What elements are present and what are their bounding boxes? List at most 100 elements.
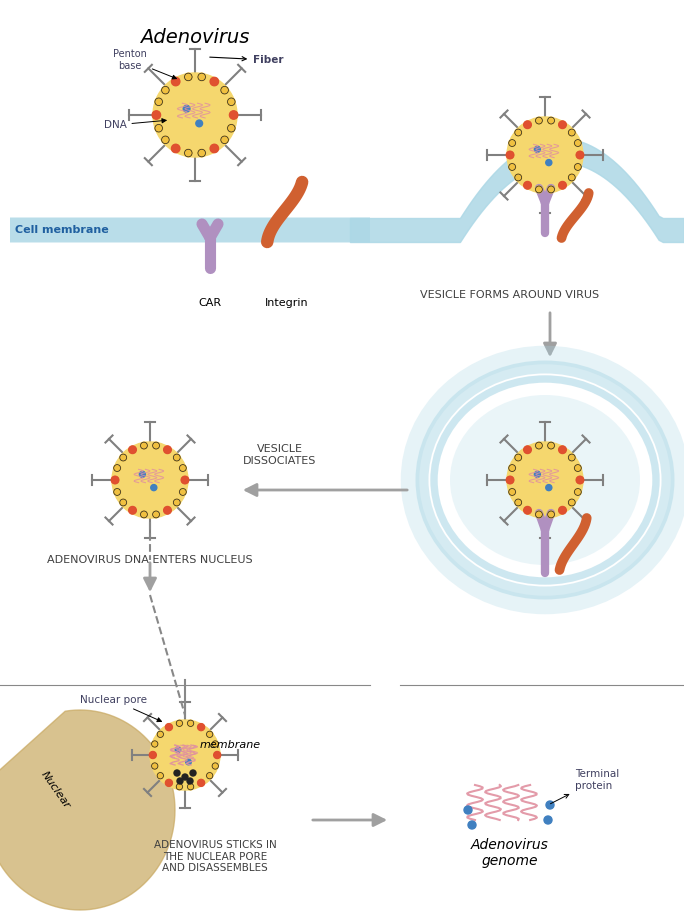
Circle shape — [464, 806, 472, 814]
Circle shape — [568, 454, 575, 461]
Circle shape — [524, 182, 531, 189]
Circle shape — [536, 186, 542, 193]
Circle shape — [515, 174, 522, 181]
Circle shape — [524, 182, 531, 189]
Circle shape — [198, 73, 205, 81]
Circle shape — [214, 752, 220, 758]
Circle shape — [207, 731, 213, 737]
Circle shape — [176, 784, 183, 789]
Circle shape — [221, 86, 228, 94]
Circle shape — [509, 465, 516, 472]
Circle shape — [577, 151, 583, 159]
Circle shape — [207, 773, 213, 778]
Circle shape — [515, 499, 522, 506]
Circle shape — [114, 465, 120, 472]
Circle shape — [507, 442, 583, 518]
Text: Adenovirus
genome: Adenovirus genome — [471, 838, 549, 868]
Circle shape — [198, 779, 205, 786]
Circle shape — [559, 182, 566, 189]
Circle shape — [150, 485, 157, 490]
Circle shape — [172, 145, 179, 152]
Circle shape — [181, 476, 189, 484]
Circle shape — [546, 485, 552, 490]
Circle shape — [120, 499, 127, 506]
Circle shape — [568, 499, 575, 506]
Circle shape — [153, 111, 160, 118]
Circle shape — [524, 121, 531, 129]
Text: Integrin: Integrin — [265, 298, 308, 308]
Circle shape — [187, 778, 193, 784]
Circle shape — [228, 125, 235, 132]
Text: Penton
base: Penton base — [113, 50, 176, 79]
Circle shape — [187, 784, 194, 789]
Circle shape — [524, 507, 531, 514]
Circle shape — [534, 146, 540, 152]
Text: Adenovirus: Adenovirus — [140, 28, 250, 47]
Circle shape — [198, 150, 205, 157]
Circle shape — [177, 778, 183, 784]
Circle shape — [155, 98, 163, 106]
Circle shape — [559, 446, 566, 453]
Circle shape — [548, 118, 555, 124]
Circle shape — [536, 118, 542, 124]
Circle shape — [548, 511, 555, 518]
Circle shape — [568, 174, 575, 181]
Circle shape — [229, 111, 238, 119]
FancyBboxPatch shape — [10, 218, 370, 242]
Text: DNA: DNA — [103, 118, 166, 130]
Circle shape — [196, 120, 202, 127]
Circle shape — [559, 507, 566, 514]
Circle shape — [559, 507, 566, 514]
Circle shape — [161, 86, 169, 94]
Circle shape — [185, 150, 192, 157]
Circle shape — [507, 476, 514, 484]
Circle shape — [150, 720, 220, 790]
Circle shape — [179, 465, 186, 472]
Circle shape — [507, 151, 514, 159]
Circle shape — [211, 145, 218, 152]
Circle shape — [210, 144, 218, 152]
Circle shape — [140, 442, 147, 449]
Circle shape — [559, 121, 566, 129]
Circle shape — [576, 476, 583, 484]
Circle shape — [559, 121, 566, 129]
Circle shape — [211, 78, 218, 85]
Circle shape — [509, 488, 516, 496]
Circle shape — [166, 723, 172, 731]
Text: Fiber: Fiber — [210, 55, 283, 65]
Circle shape — [111, 476, 119, 484]
Circle shape — [172, 144, 180, 152]
Ellipse shape — [450, 395, 640, 565]
Circle shape — [182, 774, 188, 780]
Circle shape — [129, 446, 136, 453]
Circle shape — [129, 446, 136, 453]
Circle shape — [524, 446, 531, 453]
Text: membrane: membrane — [200, 740, 261, 750]
Text: ADENOVIRUS DNA ENTERS NUCLEUS: ADENOVIRUS DNA ENTERS NUCLEUS — [47, 555, 253, 565]
Circle shape — [198, 723, 205, 731]
Circle shape — [468, 821, 476, 829]
Circle shape — [230, 111, 237, 118]
Circle shape — [575, 140, 581, 147]
Circle shape — [507, 117, 583, 193]
Circle shape — [166, 724, 172, 730]
Circle shape — [506, 151, 514, 159]
Circle shape — [172, 77, 180, 85]
Circle shape — [155, 125, 163, 132]
Circle shape — [153, 442, 159, 449]
Circle shape — [163, 446, 171, 453]
Circle shape — [509, 163, 516, 171]
Circle shape — [173, 499, 180, 506]
Circle shape — [190, 770, 196, 776]
Text: VESICLE FORMS AROUND VIRUS: VESICLE FORMS AROUND VIRUS — [420, 290, 599, 300]
Circle shape — [152, 111, 161, 119]
Circle shape — [164, 446, 171, 453]
Circle shape — [198, 724, 205, 730]
Circle shape — [548, 442, 555, 449]
Text: Nuclear pore: Nuclear pore — [80, 695, 161, 722]
Circle shape — [163, 507, 171, 514]
Circle shape — [506, 476, 514, 484]
Circle shape — [212, 741, 218, 747]
Circle shape — [544, 816, 552, 824]
Circle shape — [176, 720, 183, 726]
